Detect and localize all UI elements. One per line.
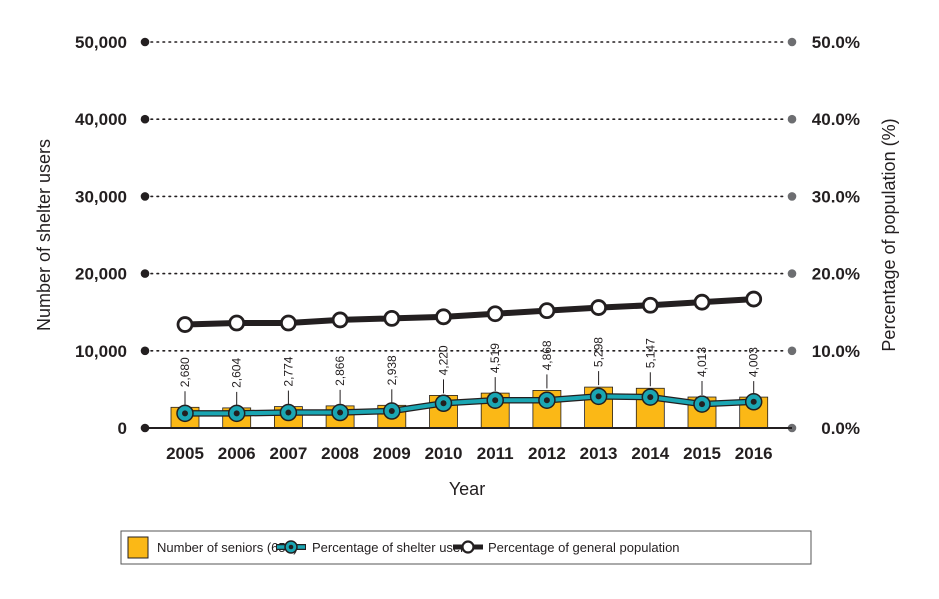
- left-axis-tick-label: 0: [118, 419, 127, 438]
- shelter-users-point-dot: [285, 409, 292, 416]
- shelter-users-point-dot: [699, 401, 705, 408]
- right-axis-tick-label: 30.0%: [812, 187, 860, 206]
- right-axis-tick-marker: [787, 346, 797, 356]
- x-axis-tick-label: 2008: [321, 444, 359, 463]
- bar-data-label: 2,680: [178, 357, 192, 387]
- left-axis: 0 10,000 20,000 30,000 40,000 50,000: [75, 33, 150, 438]
- general-population-point: [590, 299, 607, 316]
- general-population-point: [176, 316, 194, 333]
- right-axis-tick-label: 50.0%: [812, 33, 860, 52]
- bar-data-label: 2,938: [385, 355, 399, 385]
- general-population-point: [745, 290, 763, 308]
- general-population-line-series: [176, 290, 763, 333]
- x-axis-tick-label: 2006: [218, 444, 256, 463]
- bar-data-label: 4,013: [695, 347, 709, 377]
- left-axis-tick-marker: [140, 346, 150, 356]
- left-axis-tick-marker: [140, 114, 150, 124]
- bar-data-label: 2,604: [230, 358, 244, 388]
- y-axis-left-title: Number of shelter users: [34, 139, 54, 331]
- legend-label-seniors: Number of seniors (65+): [157, 540, 298, 555]
- left-axis-tick-marker: [140, 192, 150, 201]
- x-axis-tick-label: 2009: [373, 444, 411, 463]
- right-axis-tick-marker: [787, 192, 797, 201]
- shelter-users-point-dot: [440, 400, 447, 407]
- legend: Number of seniors (65+) Percentage of sh…: [120, 530, 812, 565]
- shelter-users-point-dot: [750, 398, 757, 405]
- right-axis-tick-marker: [787, 269, 797, 278]
- x-axis-tick-label: 2005: [166, 444, 204, 463]
- left-axis-tick-label: 20,000: [75, 265, 127, 284]
- left-axis-tick-label: 40,000: [75, 110, 127, 129]
- legend-label-shelter: Percentage of shelter users: [312, 540, 471, 555]
- right-axis-tick-marker: [787, 114, 797, 124]
- right-axis-tick-label: 0.0%: [821, 419, 860, 438]
- x-axis: 2005 2006 2007 2008 2009 2010 2011 2012 2013 2014…: [145, 427, 792, 463]
- shelter-users-point-dot: [182, 410, 188, 417]
- left-axis-tick-label: 30,000: [75, 187, 127, 206]
- right-axis-tick-label: 40.0%: [812, 110, 860, 129]
- left-axis-tick-marker: [140, 269, 150, 278]
- general-population-point: [435, 308, 452, 326]
- general-population-point: [486, 305, 504, 323]
- bar-data-label: 5,298: [592, 337, 606, 367]
- x-axis-tick-label: 2011: [477, 444, 514, 463]
- general-population-point: [228, 314, 246, 332]
- shelter-users-point-dot: [595, 393, 602, 400]
- x-axis-tick-label: 2013: [580, 444, 618, 463]
- bar-data-label: 4,519: [488, 343, 502, 373]
- shelter-users-point-dot: [647, 394, 654, 401]
- x-axis-tick-label: 2012: [528, 444, 566, 463]
- bar-data-label: 5,147: [643, 338, 657, 368]
- shelter-users-point-dot: [492, 397, 499, 404]
- bar-series: [170, 386, 769, 429]
- y-axis-right-title: Percentage of population (%): [879, 118, 899, 351]
- bar-data-label: 4,868: [540, 340, 554, 370]
- left-axis-tick-label: 10,000: [75, 342, 127, 361]
- right-axis: 0.0% 10.0% 20.0% 30.0% 40.0% 50.0%: [787, 33, 860, 438]
- general-population-point: [693, 293, 711, 311]
- legend-swatch-shelter-marker-dot: [288, 544, 294, 550]
- general-population-line: [184, 296, 754, 328]
- shelter-users-point-dot: [543, 397, 550, 404]
- bar-data-label: 2,866: [333, 356, 347, 386]
- bar-data-labels: 2,680 2,604 2,774 2,866 2,938 4,220 4,519 4,868…: [178, 337, 761, 406]
- x-axis-tick-label: 2010: [425, 444, 463, 463]
- legend-label-general: Percentage of general population: [488, 540, 680, 555]
- right-axis-tick-marker: [787, 37, 797, 47]
- bar-data-label: 4,003: [747, 347, 761, 377]
- shelter-users-line-series: [176, 387, 763, 423]
- bar-data-label: 4,220: [437, 345, 451, 375]
- general-population-point: [331, 311, 349, 329]
- legend-swatch-seniors: [127, 536, 149, 559]
- left-axis-tick-marker: [140, 37, 150, 47]
- x-axis-tick-label: 2014: [631, 444, 669, 463]
- right-axis-tick-label: 20.0%: [812, 265, 860, 284]
- shelter-users-point-dot: [233, 410, 240, 417]
- x-axis-tick-label: 2007: [269, 444, 307, 463]
- general-population-point: [383, 309, 401, 327]
- legend-swatch-general-marker: [461, 540, 475, 554]
- x-axis-title: Year: [449, 479, 485, 499]
- left-axis-tick-label: 50,000: [75, 33, 127, 52]
- bar-data-label: 2,774: [281, 356, 295, 386]
- general-population-point: [641, 296, 659, 314]
- x-axis-tick-label: 2016: [735, 444, 773, 463]
- general-population-point: [279, 314, 297, 332]
- gridlines: [150, 41, 787, 352]
- general-population-point: [538, 302, 556, 320]
- x-axis-tick-label: 2015: [683, 444, 721, 463]
- shelter-users-point-dot: [388, 408, 395, 415]
- right-axis-tick-label: 10.0%: [812, 342, 860, 361]
- shelter-users-point-dot: [337, 409, 344, 416]
